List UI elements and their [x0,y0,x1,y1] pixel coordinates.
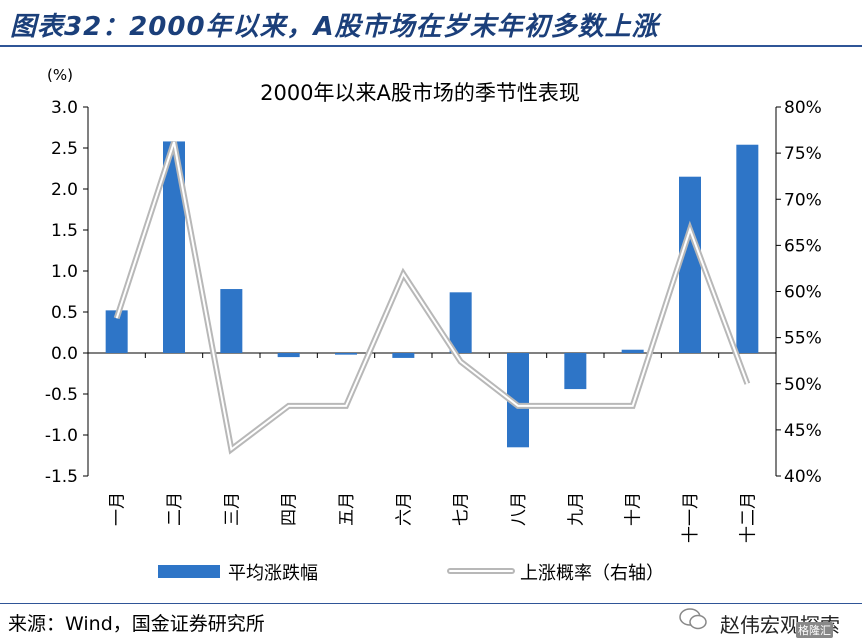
right-tick-label: 70% [784,190,822,210]
x-tick-label: 七月 [452,492,472,526]
probability-line-outline [113,141,751,455]
figure-title: 图表32：2000年以来，A股市场在岁末年初多数上涨 [10,12,659,42]
right-tick-label: 50% [784,375,822,395]
watermark-badge: 格隆汇 [796,622,833,638]
left-tick-label: 1.0 [51,262,78,282]
probability-line [115,141,749,452]
bar [449,292,472,353]
bar [277,353,300,358]
chart-title: 2000年以来A股市场的季节性表现 [260,81,580,105]
bar [679,176,701,353]
left-axis: 3.0 2.5 2.0 1.5 1.0 0.5 0.0 -0.5 -1.0 -1.5 [45,98,88,487]
bar [163,141,185,353]
source-note: 来源：Wind，国金证券研究所 [8,613,265,635]
bar [220,289,243,353]
x-tick-label: 十一月 [681,492,701,543]
right-tick-label: 55% [784,329,822,349]
bar [335,353,357,355]
x-axis: 一月 二月 三月 四月 五月 六月 七月 八月 九月 十月 十一月 十二月 [87,353,777,543]
bar [564,353,587,390]
x-tick-label: 九月 [566,492,586,526]
line-series [113,141,751,455]
right-axis: 80% 75% 70% 65% 60% 55% 50% 45% 40% [776,98,822,487]
legend-bar-label: 平均涨跌幅 [228,563,318,584]
left-tick-label: 1.5 [51,221,78,241]
left-tick-label: 0.0 [51,344,78,364]
x-tick-label: 五月 [337,492,357,526]
bar-series [105,141,759,448]
right-tick-label: 60% [784,283,822,303]
right-tick-label: 65% [784,236,822,256]
right-tick-label: 45% [784,421,822,441]
legend-line-label: 上涨概率（右轴） [520,563,664,584]
x-tick-label: 三月 [222,492,242,526]
left-tick-label: 2.0 [51,180,78,200]
left-tick-label: 3.0 [51,98,78,118]
x-tick-label: 四月 [280,492,300,526]
left-tick-label: 2.5 [51,139,78,159]
source-rule [0,603,862,604]
bar [621,349,644,353]
bar [105,310,128,353]
legend-bar-swatch [158,565,220,578]
left-tick-label: -1.0 [45,426,78,446]
seasonality-chart: 2000年以来A股市场的季节性表现 (%) 3.0 2.5 2.0 1.5 1.0 0.5… [45,66,822,584]
left-tick-label: -1.5 [45,467,78,487]
right-tick-label: 40% [784,467,822,487]
bar [392,353,415,358]
title-rule [0,45,862,47]
wechat-icon [679,608,707,630]
x-tick-label: 十二月 [738,492,758,543]
x-tick-label: 二月 [165,492,185,526]
bar [507,353,529,448]
left-axis-unit: (%) [47,66,73,84]
legend: 平均涨跌幅 上涨概率（右轴） [158,563,664,584]
x-tick-label: 一月 [108,492,128,526]
left-tick-label: 0.5 [51,303,78,323]
right-tick-label: 80% [784,98,822,118]
x-tick-label: 十月 [624,492,644,526]
right-tick-label: 75% [784,144,822,164]
x-tick-label: 八月 [509,492,529,526]
bar [736,144,759,353]
x-tick-label: 六月 [394,492,414,526]
left-tick-label: -0.5 [45,385,78,405]
